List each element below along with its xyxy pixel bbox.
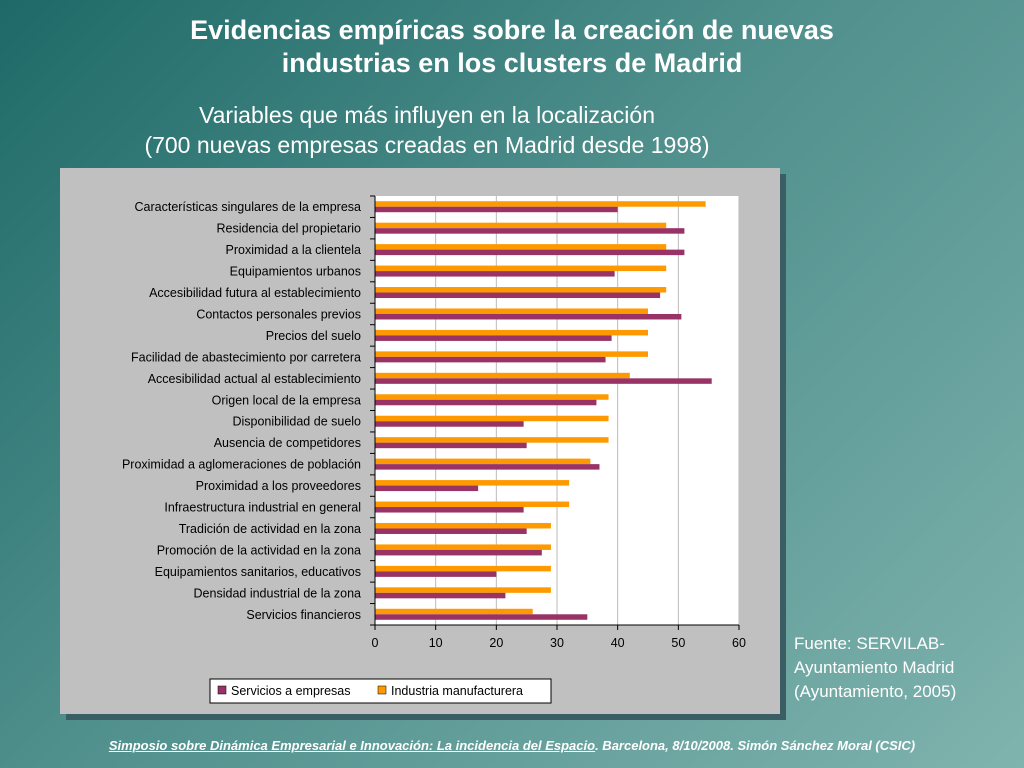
bar-industria-2	[375, 244, 667, 250]
legend-label-servicios: Servicios a empresas	[231, 684, 351, 698]
bar-chart: Características singulares de la empresa…	[122, 195, 746, 704]
category-label-4: Accesibilidad futura al establecimiento	[149, 286, 361, 300]
x-tick-label-0: 0	[372, 636, 379, 650]
bar-industria-19	[375, 608, 533, 615]
bar-industria-8	[375, 372, 630, 379]
chart-subtitle: Variables que más influyen en la localiz…	[0, 100, 854, 160]
legend-swatch-servicios	[217, 685, 227, 695]
category-label-2: Proximidad a la clientela	[226, 243, 362, 257]
bar-servicios-5	[375, 313, 682, 320]
category-label-10: Disponibilidad de suelo	[232, 415, 361, 429]
x-tick-labels: 0 10 20 30 40 50 60	[372, 636, 746, 650]
category-label-9: Origen local de la empresa	[212, 393, 361, 407]
bar-industria-14	[375, 501, 570, 508]
chart-bars	[375, 201, 712, 620]
x-tick-label-40: 40	[611, 636, 625, 650]
bar-servicios-13	[375, 485, 479, 492]
bar-servicios-10	[375, 421, 524, 427]
bar-servicios-12	[375, 464, 600, 470]
source-line-3: (Ayuntamiento, 2005)	[794, 682, 957, 701]
bar-servicios-9	[375, 399, 597, 406]
category-label-6: Precios del suelo	[266, 329, 361, 343]
bar-servicios-1	[375, 228, 685, 234]
category-label-8: Accesibilidad actual al establecimiento	[148, 372, 361, 386]
bar-industria-9	[375, 394, 609, 400]
bar-industria-3	[375, 265, 667, 272]
bar-servicios-11	[375, 442, 527, 449]
bar-servicios-19	[375, 614, 588, 620]
bar-industria-11	[375, 437, 609, 443]
source-note: Fuente: SERVILAB- Ayuntamiento Madrid (A…	[794, 632, 1014, 704]
bar-servicios-4	[375, 292, 661, 299]
category-label-3: Equipamientos urbanos	[230, 265, 361, 279]
slide-title-line-1: Evidencias empíricas sobre la creación d…	[190, 15, 834, 45]
bar-servicios-0	[375, 206, 618, 213]
bar-servicios-15	[375, 528, 527, 534]
bar-servicios-14	[375, 507, 524, 513]
chart-subtitle-line-1: Variables que más influyen en la localiz…	[198, 102, 655, 128]
bar-servicios-16	[375, 549, 542, 556]
bar-servicios-8	[375, 378, 712, 384]
footer: Simposio sobre Dinámica Empresarial e In…	[0, 738, 1024, 753]
category-label-13: Proximidad a los proveedores	[196, 479, 361, 493]
x-tick-label-20: 20	[489, 636, 503, 650]
bar-servicios-3	[375, 271, 615, 277]
source-line-1: Fuente: SERVILAB-	[794, 634, 945, 653]
chart-axes	[370, 195, 740, 630]
bar-industria-13	[375, 480, 570, 486]
bar-industria-18	[375, 587, 551, 593]
category-label-19: Servicios financieros	[246, 608, 361, 622]
x-tick-label-10: 10	[429, 636, 443, 650]
category-label-18: Densidad industrial de la zona	[194, 586, 362, 600]
category-label-12: Proximidad a aglomeraciones de población	[122, 458, 361, 472]
category-label-16: Promoción de la actividad en la zona	[157, 543, 361, 557]
chart-subtitle-line-2: (700 nuevas empresas creadas en Madrid d…	[144, 132, 710, 158]
bar-servicios-6	[375, 335, 612, 341]
bar-servicios-2	[375, 249, 685, 256]
category-label-14: Infraestructura industrial en general	[164, 501, 361, 515]
bar-industria-4	[375, 287, 667, 293]
category-label-17: Equipamientos sanitarios, educativos	[155, 565, 361, 579]
bar-industria-17	[375, 565, 551, 572]
chart-legend: Servicios a empresas Industria manufactu…	[209, 678, 552, 704]
bar-servicios-17	[375, 571, 497, 577]
footer-details: . Barcelona, 8/10/2008. Simón Sánchez Mo…	[595, 738, 916, 753]
legend-swatch-industria	[377, 685, 387, 695]
bar-industria-15	[375, 522, 551, 529]
bar-industria-7	[375, 351, 648, 357]
bar-industria-5	[375, 308, 648, 314]
bar-servicios-7	[375, 356, 606, 363]
category-labels: Características singulares de la empresa…	[122, 200, 361, 622]
footer-event-link[interactable]: Simposio sobre Dinámica Empresarial e In…	[108, 738, 596, 753]
bar-industria-12	[375, 458, 591, 465]
category-label-0: Características singulares de la empresa	[135, 200, 362, 214]
x-tick-label-60: 60	[732, 636, 746, 650]
slide-title: Evidencias empíricas sobre la creación d…	[0, 14, 1024, 80]
x-tick-label-50: 50	[671, 636, 685, 650]
legend-label-industria: Industria manufacturera	[391, 684, 523, 698]
category-label-15: Tradición de actividad en la zona	[179, 522, 361, 536]
source-line-2: Ayuntamiento Madrid	[794, 658, 955, 677]
slide-title-line-2: industrias en los clusters de Madrid	[281, 48, 743, 78]
category-label-1: Residencia del propietario	[216, 222, 361, 236]
bar-industria-0	[375, 201, 706, 207]
category-label-5: Contactos personales previos	[196, 307, 361, 321]
bar-industria-16	[375, 544, 551, 550]
bar-industria-1	[375, 222, 667, 229]
x-tick-label-30: 30	[550, 636, 564, 650]
bar-industria-10	[375, 415, 609, 422]
bar-industria-6	[375, 329, 648, 336]
category-label-7: Facilidad de abastecimiento por carreter…	[131, 350, 361, 364]
category-label-11: Ausencia de competidores	[214, 436, 361, 450]
bar-servicios-18	[375, 592, 506, 599]
